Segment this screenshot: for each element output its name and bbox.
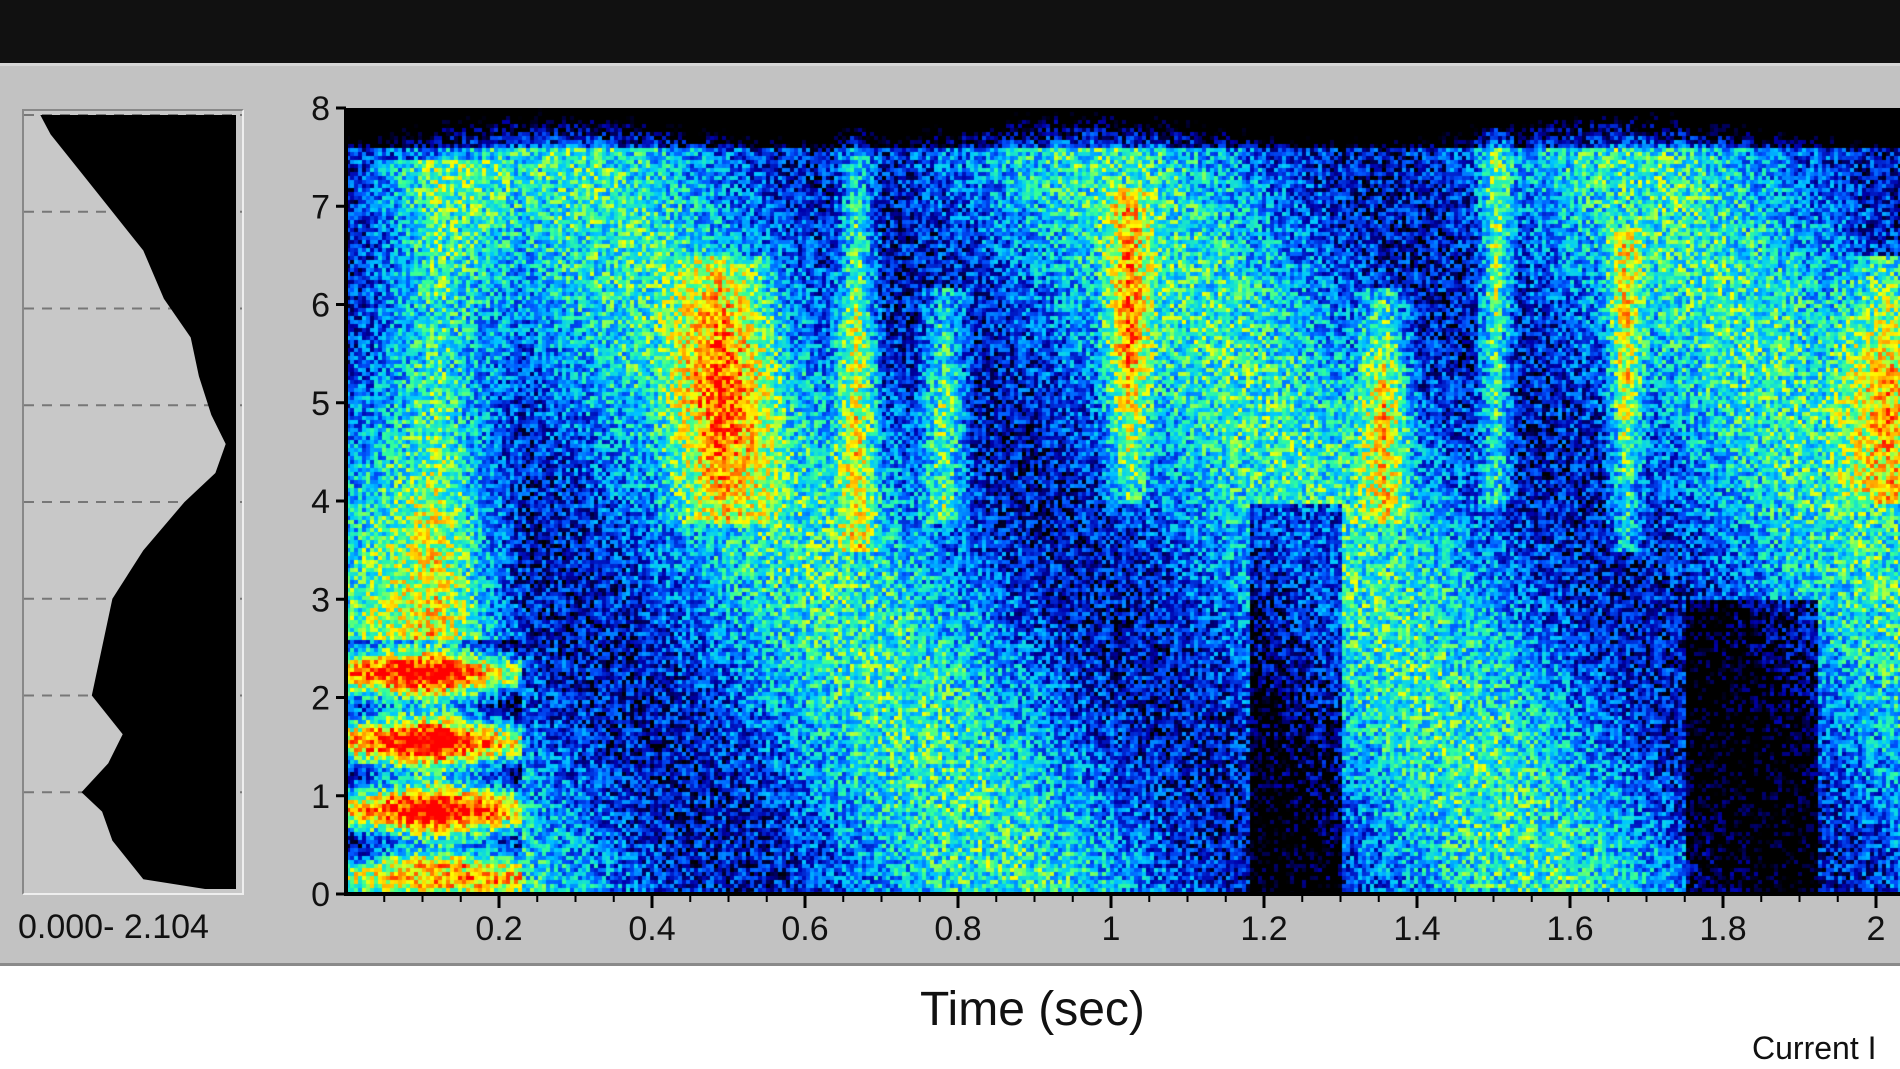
spectrum-range-label: 0.000- 2.104 <box>18 908 209 946</box>
average-spectrum-plot <box>22 109 244 895</box>
average-spectrum-svg <box>24 114 242 889</box>
average-spectrum-area <box>40 115 236 889</box>
top-bar <box>0 0 1900 63</box>
spectrogram-plot[interactable] <box>346 108 1900 894</box>
status-text: Current I <box>1752 1030 1877 1066</box>
spectrogram-image[interactable] <box>346 108 1900 894</box>
x-axis-title: Time (sec) <box>920 983 1145 1036</box>
